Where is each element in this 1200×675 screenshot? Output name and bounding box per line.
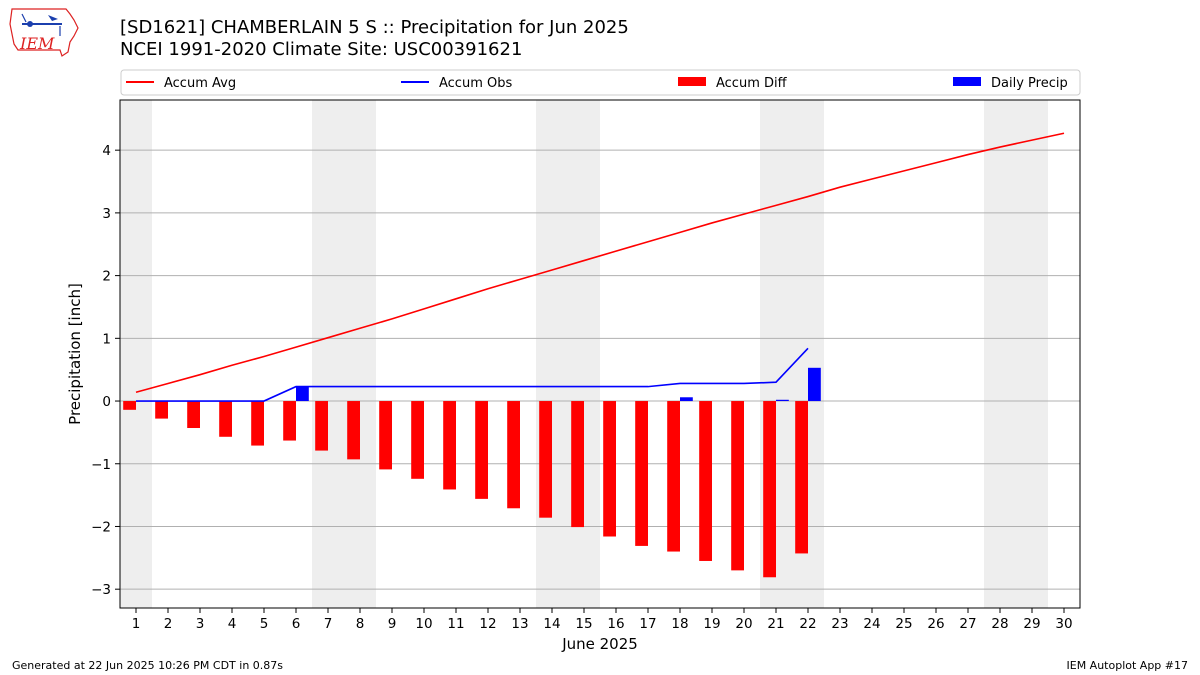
- x-tick-label-1: 1: [132, 616, 141, 632]
- accum-obs-line: [136, 347, 809, 402]
- x-tick-label-22: 22: [799, 616, 816, 632]
- y-tick-label-2: 2: [102, 269, 111, 285]
- x-tick-label-13: 13: [511, 616, 528, 632]
- legend-accum-diff-swatch: [678, 77, 706, 86]
- x-tick-label-20: 20: [735, 616, 752, 632]
- accum-diff-bar-4: [219, 401, 232, 437]
- weekend-shade-4: [984, 100, 1048, 608]
- daily-precip-bar-18: [680, 397, 693, 402]
- x-tick-label-6: 6: [292, 616, 301, 632]
- iem-logo-graphic: IEM: [9, 8, 79, 57]
- accum-diff-bar-8: [347, 401, 360, 460]
- y-tick-label-4: 4: [102, 143, 111, 159]
- x-tick-label-25: 25: [895, 616, 912, 632]
- legend-accum-diff-label: Accum Diff: [716, 76, 788, 91]
- y-tick-label--2: −2: [91, 519, 111, 535]
- x-tick-label-3: 3: [196, 616, 205, 632]
- x-tick-label-16: 16: [607, 616, 624, 632]
- plot-frame: [119, 99, 1081, 609]
- x-tick-label-30: 30: [1055, 616, 1072, 632]
- daily-precip-bar-6: [296, 386, 309, 402]
- x-tick-label-8: 8: [356, 616, 365, 632]
- x-tick-label-12: 12: [479, 616, 496, 632]
- accum-diff-bar-22: [795, 401, 808, 554]
- x-tick-label-15: 15: [575, 616, 592, 632]
- weekend-shade-0: [120, 100, 152, 608]
- x-tick-label-17: 17: [639, 616, 656, 632]
- x-tick-label-29: 29: [1023, 616, 1040, 632]
- x-tick-label-23: 23: [831, 616, 848, 632]
- y-tick-label--3: −3: [91, 582, 111, 598]
- y-tick-label-0: 0: [102, 394, 111, 410]
- iem-logo: IEM: [8, 6, 82, 58]
- accum-diff-bar-12: [475, 401, 488, 499]
- x-tick-label-7: 7: [324, 616, 333, 632]
- x-tick-label-26: 26: [927, 616, 944, 632]
- daily-precip-bar-21: [776, 399, 789, 402]
- title-line-1: [SD1621] CHAMBERLAIN 5 S :: Precipitatio…: [120, 17, 629, 38]
- accum-diff-bar-13: [507, 401, 520, 509]
- x-tick-label-19: 19: [703, 616, 720, 632]
- legend-daily-precip-swatch: [953, 77, 981, 86]
- accum-diff-bar-14: [539, 401, 552, 518]
- accum-diff-bar-17: [635, 401, 648, 546]
- weekend-shade-2: [536, 100, 600, 608]
- x-tick-label-9: 9: [388, 616, 397, 632]
- x-tick-label-28: 28: [991, 616, 1008, 632]
- app-note: IEM Autoplot App #17: [1066, 659, 1189, 672]
- title-line-2: NCEI 1991-2020 Climate Site: USC00391621: [120, 39, 523, 60]
- accum-avg-line: [135, 132, 1065, 394]
- accum-diff-bar-18: [667, 401, 680, 552]
- accum-diff-bar-16: [603, 401, 616, 537]
- accum-diff-bar-6: [283, 401, 296, 441]
- chart-title: [SD1621] CHAMBERLAIN 5 S :: Precipitatio…: [120, 17, 629, 61]
- x-tick-label-10: 10: [415, 616, 432, 632]
- weekend-shade-1: [312, 100, 376, 608]
- legend-accum-obs-label: Accum Obs: [439, 76, 512, 91]
- logo-text: IEM: [19, 34, 55, 53]
- x-tick-label-11: 11: [447, 616, 464, 632]
- y-axis-label: Precipitation [inch]: [66, 283, 84, 425]
- accum-diff-bar-19: [699, 401, 712, 561]
- x-tick-label-5: 5: [260, 616, 269, 632]
- accum-diff-bar-15: [571, 401, 584, 528]
- x-axis-label: June 2025: [561, 635, 638, 653]
- accum-diff-bar-10: [411, 401, 424, 479]
- generated-note: Generated at 22 Jun 2025 10:26 PM CDT in…: [12, 659, 284, 672]
- legend: Accum Avg Accum Obs Accum Diff Daily Precip: [120, 69, 1081, 96]
- legend-daily-precip-label: Daily Precip: [991, 76, 1068, 91]
- accum-diff-bar-21: [763, 401, 776, 578]
- x-tick-label-18: 18: [671, 616, 688, 632]
- accum-diff-bar-7: [315, 401, 328, 451]
- accum-diff-bar-5: [251, 401, 264, 446]
- accum-diff-bar-1: [123, 401, 136, 410]
- daily-precip-bar-22: [808, 367, 821, 402]
- x-tick-label-2: 2: [164, 616, 173, 632]
- accum-diff-bar-2: [155, 401, 168, 419]
- accum-diff-bar-3: [187, 401, 200, 429]
- legend-accum-avg-label: Accum Avg: [164, 76, 236, 91]
- x-tick-label-21: 21: [767, 616, 784, 632]
- y-tick-label-3: 3: [102, 206, 111, 222]
- accum-diff-bar-9: [379, 401, 392, 470]
- y-tick-label-1: 1: [102, 331, 111, 347]
- x-tick-label-24: 24: [863, 616, 880, 632]
- y-tick-label--1: −1: [91, 457, 111, 473]
- x-tick-label-4: 4: [228, 616, 237, 632]
- legend-box: [120, 69, 1081, 96]
- accum-diff-bar-11: [443, 401, 456, 490]
- x-tick-label-27: 27: [959, 616, 976, 632]
- accum-diff-bar-20: [731, 401, 744, 571]
- plot-area: [120, 100, 1080, 608]
- x-tick-label-14: 14: [543, 616, 560, 632]
